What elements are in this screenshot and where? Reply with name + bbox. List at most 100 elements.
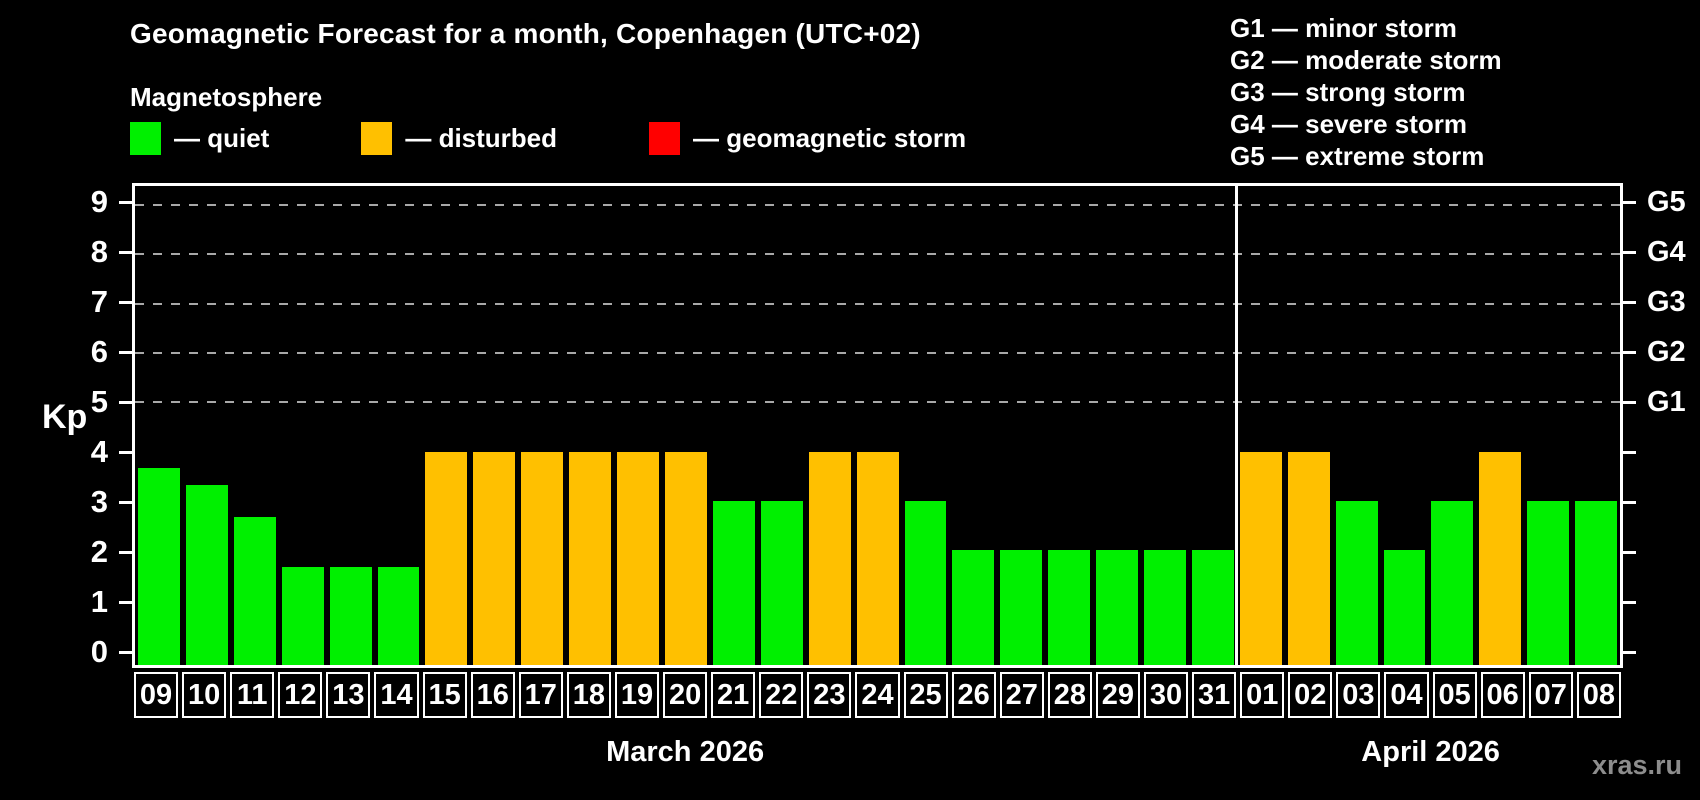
kp-bar-30	[1144, 550, 1186, 665]
bar-slot-26	[949, 186, 997, 665]
watermark: xras.ru	[1591, 750, 1682, 780]
gridline-kp-7	[135, 302, 1620, 305]
y-tick-1	[119, 600, 132, 604]
bar-slot-27	[997, 186, 1045, 665]
legend-item-disturbed: — disturbed	[361, 122, 557, 155]
g-tick-1	[1623, 600, 1636, 604]
bar-slot-20	[662, 186, 710, 665]
legend-label-quiet: — quiet	[174, 123, 270, 153]
kp-bar-16	[473, 451, 516, 665]
g-legend-line-3: G3 — strong storm	[1230, 77, 1466, 107]
day-label-12: 12	[278, 672, 323, 718]
day-label-11: 11	[230, 672, 275, 718]
y-tick-2	[119, 550, 132, 554]
day-label-30: 30	[1143, 672, 1189, 718]
kp-bar-19	[617, 451, 659, 665]
y-tick-9	[119, 200, 132, 204]
y-tick-label-0: 0	[90, 634, 108, 669]
y-axis: 0 1 2 3 4 5 6 7 8 9	[0, 183, 132, 669]
day-label-05: 05	[1432, 672, 1477, 718]
g-tick-4	[1623, 450, 1636, 454]
y-axis-label: Kp	[42, 398, 88, 436]
bar-slot-25	[902, 186, 950, 665]
kp-bar-17	[521, 451, 564, 665]
day-label-19: 19	[614, 672, 660, 718]
bar-slot-12	[279, 186, 327, 665]
bar-slot-22	[758, 186, 806, 665]
kp-bar-09	[138, 467, 180, 665]
g-label-G4: G4	[1647, 236, 1686, 268]
month-separator	[1235, 186, 1239, 665]
bar-slot-30	[1141, 186, 1189, 665]
gridline-kp-9	[135, 203, 1620, 206]
kp-bar-03	[1335, 501, 1378, 665]
x-axis-day-labels: 09 10 11 12 13 14 15 16 17 18 19 20 21 22 23 24 25 26 27 28…	[132, 672, 1623, 718]
y-tick-label-7: 7	[90, 284, 108, 319]
month-label-1: March 2026	[606, 736, 765, 768]
bar-slot-17	[518, 186, 566, 665]
y-tick-label-6: 6	[90, 334, 108, 369]
g-tick-8	[1623, 250, 1636, 254]
bar-slot-24	[854, 186, 902, 665]
geomagnetic-storm-swatch-icon	[649, 122, 681, 155]
y-tick-label-2: 2	[90, 534, 108, 569]
bar-slot-14	[375, 186, 423, 665]
bar-slot-06	[1476, 186, 1524, 665]
day-label-22: 22	[759, 672, 804, 718]
y-tick-label-1: 1	[90, 584, 108, 619]
bar-slot-13	[327, 186, 375, 665]
bar-slot-11	[231, 186, 279, 665]
day-label-02: 02	[1288, 672, 1333, 718]
plot-area	[132, 183, 1623, 668]
y-tick-4	[119, 450, 132, 454]
kp-bar-25	[904, 501, 947, 665]
day-label-03: 03	[1336, 672, 1381, 718]
chart-title: Geomagnetic Forecast for a month, Copenh…	[130, 18, 921, 49]
y-tick-label-4: 4	[90, 434, 108, 469]
bar-slot-16	[470, 186, 518, 665]
y-tick-3	[119, 500, 132, 504]
day-label-26: 26	[951, 672, 996, 718]
kp-bar-10	[185, 484, 228, 665]
day-label-04: 04	[1384, 672, 1429, 718]
kp-bar-01	[1239, 451, 1282, 665]
kp-bar-28	[1048, 550, 1091, 665]
y-tick-0	[119, 650, 132, 654]
bar-slot-23	[806, 186, 854, 665]
day-label-18: 18	[566, 672, 611, 718]
day-label-07: 07	[1528, 672, 1573, 718]
bar-slot-08	[1572, 186, 1620, 665]
bar-slot-19	[614, 186, 662, 665]
day-label-21: 21	[711, 672, 756, 718]
g-legend-line-1: G1 — minor storm	[1230, 13, 1457, 43]
quiet-swatch-icon	[130, 122, 161, 155]
kp-status-legend: — quiet — disturbed — geomagnetic storm	[130, 122, 966, 155]
kp-bar-12	[281, 566, 324, 665]
kp-bar-05	[1431, 501, 1474, 665]
gridline-kp-6	[135, 351, 1620, 354]
day-label-29: 29	[1095, 672, 1140, 718]
bar-slot-01	[1237, 186, 1285, 665]
g-scale-axis: G1 G2 G3 G4 G5	[1623, 183, 1700, 668]
day-label-28: 28	[1047, 672, 1092, 718]
kp-bar-27	[1000, 550, 1043, 665]
bar-slot-07	[1524, 186, 1572, 665]
g-label-G1: G1	[1647, 386, 1686, 419]
kp-bar-29	[1096, 550, 1139, 665]
g-tick-6	[1623, 350, 1636, 354]
g-tick-9	[1623, 200, 1636, 204]
day-label-24: 24	[855, 672, 900, 718]
g-scale-legend: G1 — minor storm G2 — moderate storm G3 — …	[1230, 12, 1502, 172]
y-tick-8	[119, 250, 132, 254]
bar-slot-21	[710, 186, 758, 665]
g-legend-line-2: G2 — moderate storm	[1230, 45, 1502, 75]
g-label-G3: G3	[1647, 286, 1686, 318]
y-tick-label-8: 8	[90, 234, 108, 269]
bar-slot-15	[422, 186, 470, 665]
legend-item-quiet: — quiet	[130, 122, 269, 155]
legend-label-geomagnetic-storm: — geomagnetic storm	[693, 123, 967, 153]
g-legend-line-4: G4 — severe storm	[1230, 109, 1468, 139]
bar-slot-02	[1285, 186, 1333, 665]
bar-slot-09	[135, 186, 183, 665]
g-tick-7	[1623, 300, 1636, 304]
